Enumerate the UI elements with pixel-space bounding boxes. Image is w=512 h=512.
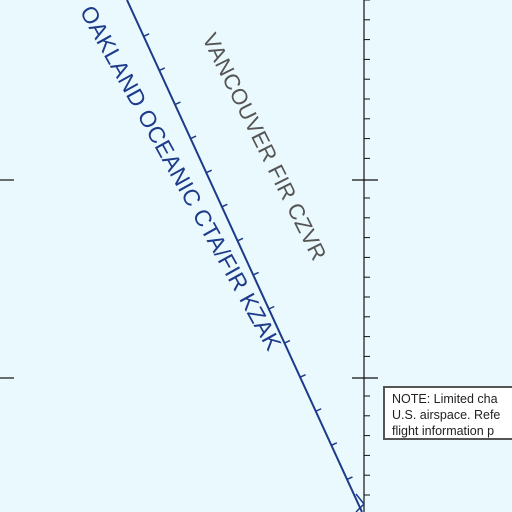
boundary-tick xyxy=(284,339,291,344)
boundary-corner-marker xyxy=(355,493,366,512)
boundary-tick xyxy=(159,67,166,72)
boundary-tick xyxy=(299,373,306,378)
boundary-tick xyxy=(205,169,213,174)
fir-boundary-line xyxy=(126,0,363,512)
boundary-tick xyxy=(252,271,259,276)
boundary-tick xyxy=(346,476,353,481)
boundary-tick xyxy=(190,135,197,140)
boundary-tick xyxy=(237,237,244,242)
boundary-tick xyxy=(315,408,322,412)
boundary-ticks xyxy=(143,33,353,481)
boundary-tick xyxy=(331,442,338,447)
note-line-1: NOTE: Limited cha xyxy=(392,392,498,406)
boundary-tick xyxy=(221,203,228,208)
boundary-tick xyxy=(174,101,181,106)
note-line-2: U.S. airspace. Refe xyxy=(392,408,501,422)
chart-note-box: NOTE: Limited cha U.S. airspace. Refe fl… xyxy=(383,386,512,440)
boundary-tick xyxy=(268,305,275,310)
note-line-3: flight information p xyxy=(392,424,495,438)
meridian-ticks xyxy=(364,0,370,496)
boundary-tick xyxy=(143,33,150,38)
